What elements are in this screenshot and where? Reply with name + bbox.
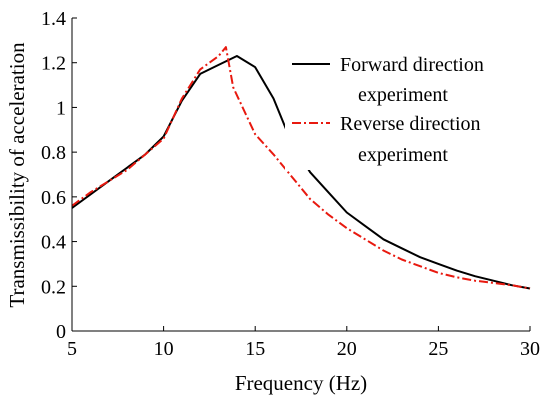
x-tick-label: 25 (428, 338, 448, 360)
series-line-reverse (71, 46, 531, 290)
y-axis-label: Transmissibility of acceleration (5, 42, 29, 308)
legend-label-forward-line-2: experiment (358, 84, 448, 106)
y-tick-label: 1.4 (41, 8, 66, 30)
x-tick-label: 10 (154, 338, 174, 360)
y-tick-label: 0.8 (41, 142, 66, 164)
legend-label-forward-line-1: Forward direction (340, 54, 484, 76)
y-tick-label: 0.2 (41, 276, 66, 298)
x-tick-label: 20 (337, 338, 357, 360)
y-tick-label: 1.2 (41, 53, 66, 75)
x-tick-label: 30 (520, 338, 540, 360)
legend-label-reverse-line-1: Reverse direction (340, 113, 481, 135)
y-ticks: 0 0.2 0.4 0.6 0.8 1 1.2 1.4 (41, 8, 77, 343)
y-tick-label: 0.4 (41, 232, 66, 254)
x-tick-label: 5 (67, 338, 77, 360)
legend: Forward direction experiment Reverse dir… (285, 45, 530, 170)
legend-label-reverse-line-2: experiment (358, 144, 448, 166)
legend-background (285, 45, 530, 170)
y-tick-label: 0.6 (41, 187, 66, 209)
x-axis-label: Frequency (Hz) (235, 371, 367, 395)
axes (71, 18, 530, 332)
y-tick-label: 1 (56, 97, 66, 119)
x-tick-label: 15 (245, 338, 265, 360)
x-ticks: 5 10 15 20 25 30 (67, 326, 540, 360)
y-tick-label: 0 (56, 321, 66, 343)
